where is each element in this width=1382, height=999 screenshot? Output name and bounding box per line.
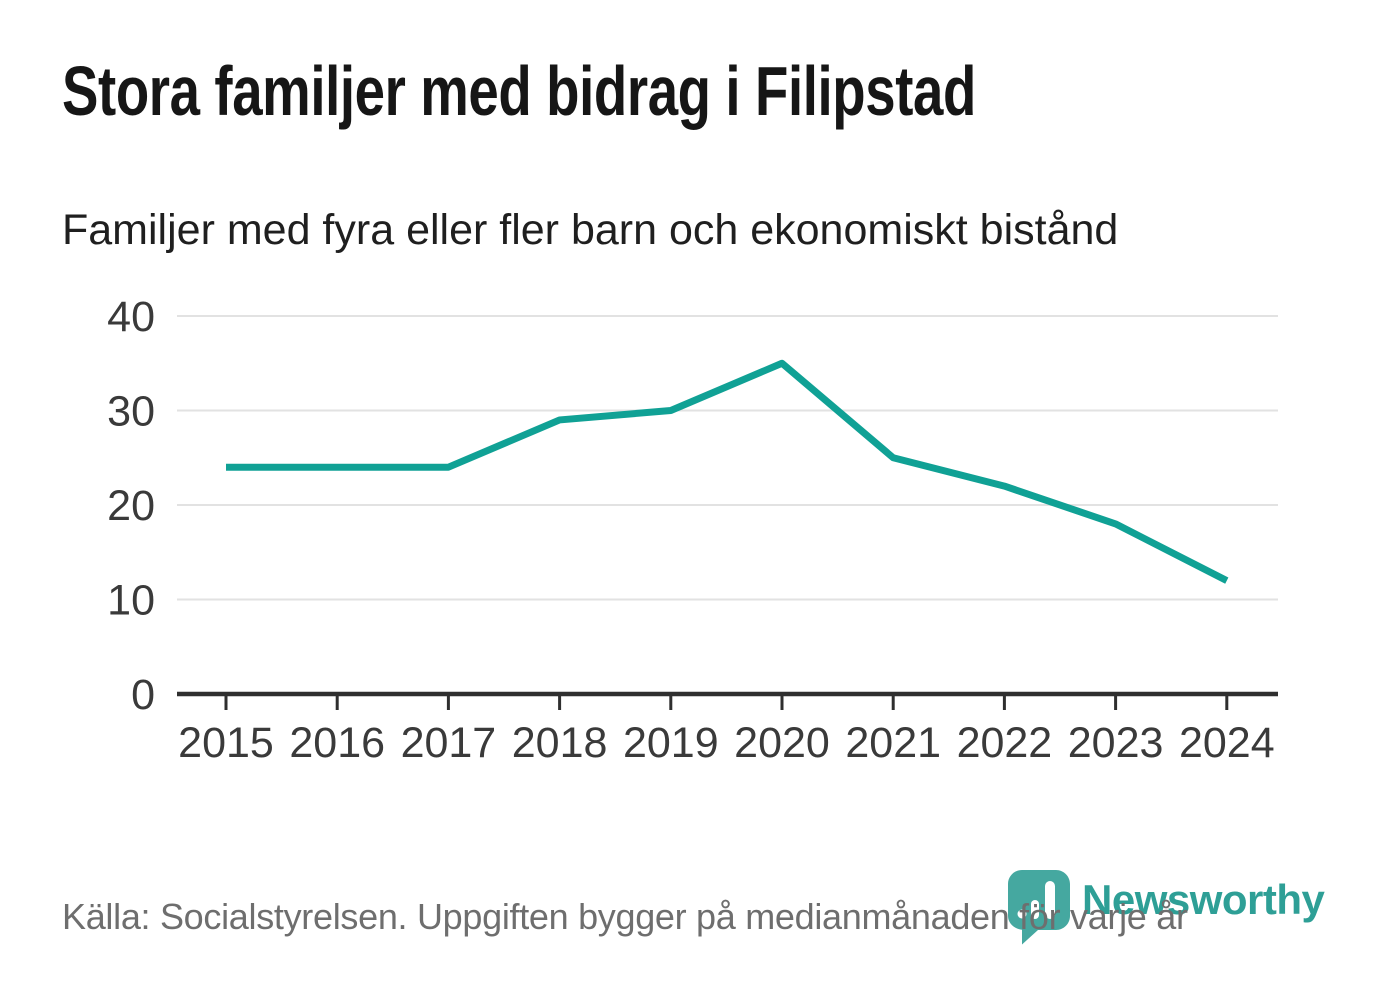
newsworthy-logo-text: Newsworthy bbox=[1082, 876, 1325, 923]
logo-bar-small bbox=[1031, 900, 1039, 919]
logo-dot bbox=[1017, 909, 1027, 919]
x-tick-label: 2017 bbox=[401, 719, 497, 767]
x-tick-label: 2016 bbox=[289, 719, 385, 767]
y-tick-label: 20 bbox=[107, 482, 155, 530]
y-tick-label: 0 bbox=[131, 671, 155, 719]
x-tick-label: 2018 bbox=[512, 719, 608, 767]
chart-subtitle: Familjer med fyra eller fler barn och ek… bbox=[62, 206, 1119, 254]
source-note: Källa: Socialstyrelsen. Uppgiften bygger… bbox=[62, 896, 1188, 937]
newsworthy-logo-icon bbox=[1008, 870, 1070, 945]
x-tick-label: 2023 bbox=[1068, 719, 1164, 767]
x-tick-label: 2019 bbox=[623, 719, 719, 767]
x-tick-label: 2020 bbox=[734, 719, 830, 767]
data-line bbox=[226, 359, 1229, 584]
newsworthy-logo: Newsworthy bbox=[1008, 870, 1325, 945]
x-tick-label: 2024 bbox=[1179, 719, 1275, 767]
y-tick-label: 10 bbox=[107, 577, 155, 625]
chart-title: Stora familjer med bidrag i Filipstad bbox=[62, 52, 976, 130]
y-tick-label: 40 bbox=[107, 293, 155, 341]
x-tick-label: 2022 bbox=[957, 719, 1053, 767]
logo-bar-tall bbox=[1045, 881, 1055, 919]
x-tick-label: 2015 bbox=[178, 719, 274, 767]
x-tick-label: 2021 bbox=[845, 719, 941, 767]
y-tick-label: 30 bbox=[107, 388, 155, 436]
